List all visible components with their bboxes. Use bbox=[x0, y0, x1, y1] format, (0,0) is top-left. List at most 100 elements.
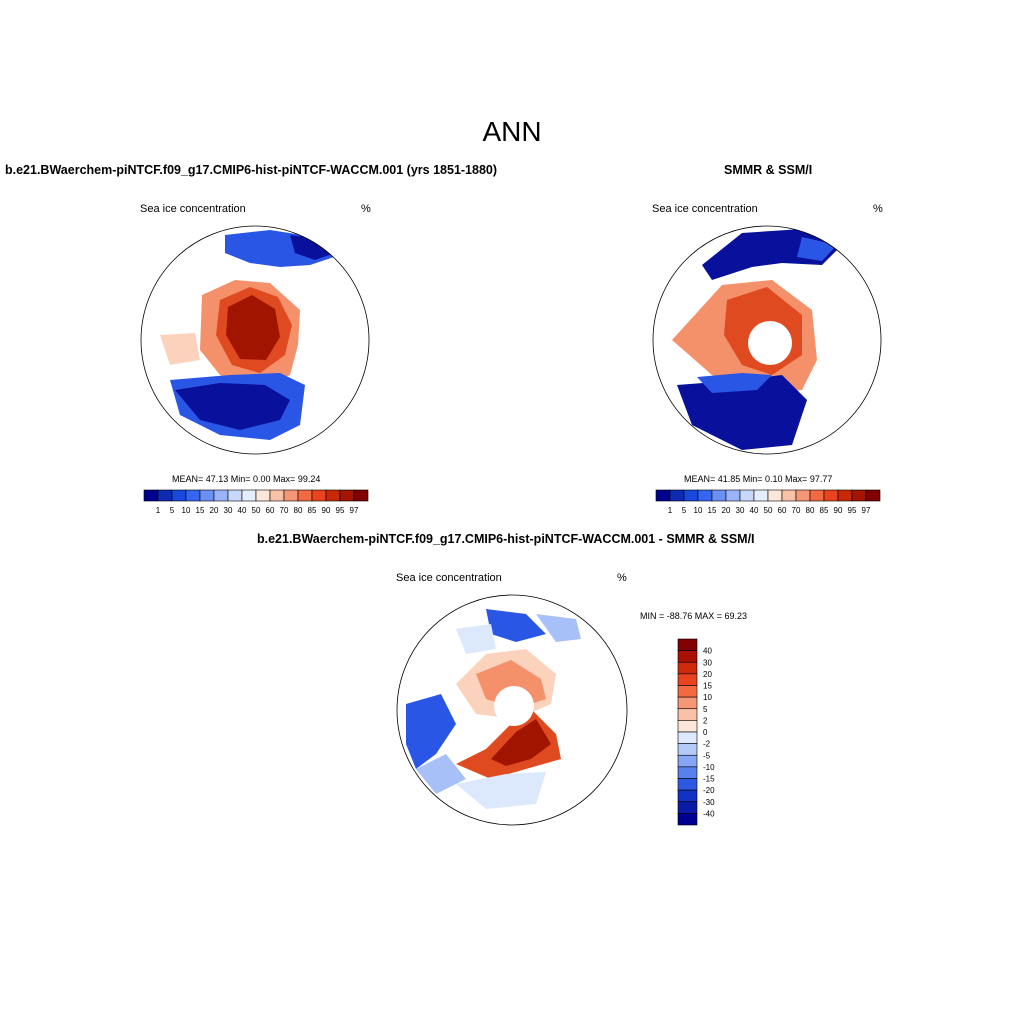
colorbar-swatch bbox=[753, 489, 769, 502]
panel2-variable-label: Sea ice concentration bbox=[652, 203, 758, 215]
panel2-stats: MEAN= 41.85 Min= 0.10 Max= 97.77 bbox=[684, 474, 833, 484]
colorbar-swatch bbox=[837, 489, 853, 502]
colorbar-swatch bbox=[213, 489, 229, 502]
colorbar-tick-label: -10 bbox=[703, 763, 715, 772]
panel1-ice-pale bbox=[160, 333, 200, 365]
colorbar-swatch bbox=[851, 489, 867, 502]
colorbar-tick-label: 95 bbox=[336, 506, 345, 515]
panel1-polar-map bbox=[140, 225, 370, 455]
colorbar-swatch bbox=[283, 489, 299, 502]
colorbar-tick-label: 40 bbox=[750, 506, 759, 515]
panel3-stats: MIN = -88.76 MAX = 69.23 bbox=[640, 611, 748, 621]
panel3-heading: b.e21.BWaerchem-piNTCF.f09_g17.CMIP6-his… bbox=[257, 532, 755, 546]
colorbar-tick-label: -20 bbox=[703, 786, 715, 795]
colorbar-tick-label: 97 bbox=[350, 506, 359, 515]
colorbar-swatch bbox=[255, 489, 271, 502]
colorbar-tick-label: 10 bbox=[694, 506, 703, 515]
colorbar-swatch bbox=[711, 489, 727, 502]
colorbar-tick-label: -30 bbox=[703, 798, 715, 807]
colorbar-tick-label: 80 bbox=[294, 506, 303, 515]
colorbar-swatch bbox=[795, 489, 811, 502]
colorbar-swatch bbox=[677, 696, 698, 710]
colorbar-tick-label: 70 bbox=[280, 506, 289, 515]
colorbar-tick-label: 20 bbox=[722, 506, 731, 515]
panel3-diff-top-pale bbox=[456, 624, 496, 654]
colorbar-swatch bbox=[677, 801, 698, 814]
panel3-diff-left-blue bbox=[406, 694, 456, 769]
colorbar-swatch bbox=[677, 661, 698, 675]
colorbar-tick-label: 5 bbox=[682, 506, 687, 515]
colorbar-tick-label: 80 bbox=[806, 506, 815, 515]
colorbar-swatch bbox=[677, 789, 698, 803]
panel3-diff-bottom-pale bbox=[456, 772, 546, 809]
colorbar-tick-label: 90 bbox=[834, 506, 843, 515]
colorbar-swatch bbox=[297, 489, 313, 502]
panel3-polar-map bbox=[396, 594, 628, 826]
panel3-diff-top-right bbox=[536, 614, 581, 642]
panel1-ice-bottom-dark bbox=[175, 383, 290, 430]
panel3-variable-label: Sea ice concentration bbox=[396, 572, 502, 584]
colorbar-swatch bbox=[677, 708, 698, 721]
panel3-diff-left-pale bbox=[416, 754, 466, 794]
colorbar-tick-label: 85 bbox=[308, 506, 317, 515]
colorbar-tick-label: 15 bbox=[196, 506, 205, 515]
colorbar-swatch bbox=[697, 489, 713, 502]
colorbar-tick-label: 15 bbox=[703, 682, 712, 691]
colorbar-swatch bbox=[677, 638, 698, 651]
colorbar-swatch bbox=[725, 489, 741, 502]
colorbar-swatch bbox=[655, 489, 671, 502]
colorbar-tick-label: 60 bbox=[778, 506, 787, 515]
colorbar-tick-label: 85 bbox=[820, 506, 829, 515]
colorbar-tick-label: 5 bbox=[703, 705, 708, 714]
colorbar-swatch bbox=[677, 685, 698, 698]
colorbar-swatch bbox=[809, 489, 825, 502]
colorbar-swatch bbox=[677, 731, 698, 744]
panel2-units-label: % bbox=[873, 203, 883, 215]
panel2-polar-map bbox=[652, 225, 882, 455]
panel1-ice-top-dark bbox=[290, 235, 335, 260]
colorbar-tick-label: 10 bbox=[703, 693, 712, 702]
colorbar-swatch bbox=[677, 766, 698, 779]
colorbar-tick-label: 0 bbox=[703, 728, 708, 737]
colorbar-tick-label: 30 bbox=[224, 506, 233, 515]
colorbar-tick-label: 40 bbox=[703, 647, 712, 656]
colorbar-swatch bbox=[677, 673, 698, 686]
colorbar-swatch bbox=[143, 489, 159, 502]
colorbar-swatch bbox=[865, 489, 881, 502]
colorbar-swatch bbox=[677, 813, 698, 826]
panel2-pole-hole bbox=[748, 321, 792, 365]
colorbar-tick-label: 20 bbox=[210, 506, 219, 515]
panel3-units-label: % bbox=[617, 572, 627, 584]
colorbar-swatch bbox=[171, 489, 187, 502]
colorbar-swatch bbox=[781, 489, 797, 502]
colorbar-swatch bbox=[227, 489, 243, 502]
colorbar-swatch bbox=[269, 489, 285, 502]
panel1-stats: MEAN= 47.13 Min= 0.00 Max= 99.24 bbox=[172, 474, 321, 484]
colorbar-tick-label: -2 bbox=[703, 740, 711, 749]
panel3-diff-red-core bbox=[491, 719, 551, 766]
main-title: ANN bbox=[482, 116, 542, 147]
panel3-diff-top-blue bbox=[486, 609, 546, 642]
colorbar-swatch bbox=[677, 754, 698, 768]
colorbar-tick-label: 97 bbox=[862, 506, 871, 515]
panel1-ice-darkred bbox=[226, 295, 280, 360]
colorbar-tick-label: 50 bbox=[252, 506, 261, 515]
colorbar-tick-label: 95 bbox=[848, 506, 857, 515]
colorbar-swatch bbox=[677, 650, 698, 663]
colorbar-swatch bbox=[311, 489, 327, 502]
panel1-variable-label: Sea ice concentration bbox=[140, 203, 246, 215]
colorbar-tick-label: 90 bbox=[322, 506, 331, 515]
colorbar-tick-label: 20 bbox=[703, 670, 712, 679]
colorbar-tick-label: -40 bbox=[703, 809, 715, 818]
colorbar-swatch bbox=[683, 489, 699, 502]
colorbar-swatch bbox=[339, 489, 355, 502]
colorbar-tick-label: 1 bbox=[668, 506, 673, 515]
colorbar-tick-label: 30 bbox=[736, 506, 745, 515]
colorbar-tick-label: 1 bbox=[156, 506, 161, 515]
colorbar-tick-label: 10 bbox=[182, 506, 191, 515]
colorbar-swatch bbox=[669, 489, 685, 502]
colorbar-tick-label: 60 bbox=[266, 506, 275, 515]
panel1-heading: b.e21.BWaerchem-piNTCF.f09_g17.CMIP6-his… bbox=[5, 163, 498, 177]
colorbar-tick-label: 70 bbox=[792, 506, 801, 515]
